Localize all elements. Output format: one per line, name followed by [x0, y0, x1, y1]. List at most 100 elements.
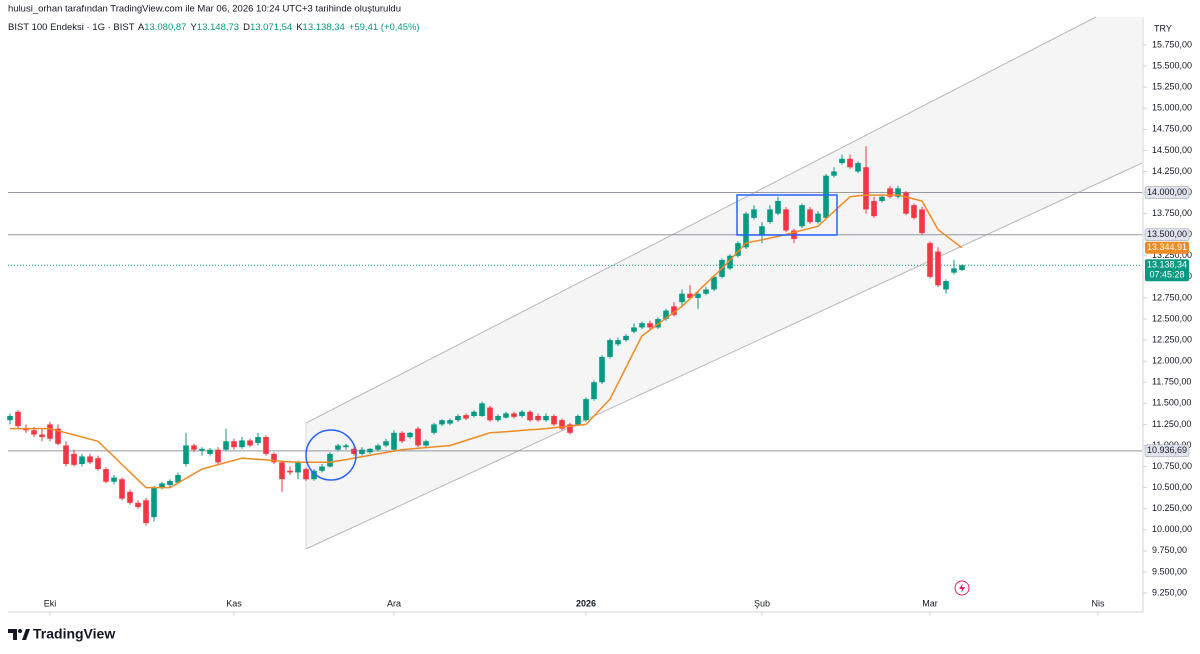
candle-body: [919, 209, 925, 234]
low-label: D: [243, 22, 250, 33]
candle-body: [7, 415, 13, 421]
candle-body: [775, 200, 781, 214]
level-tag: [1144, 444, 1190, 458]
candle-body: [751, 209, 757, 218]
candle-body: [303, 469, 309, 480]
y-tick-label: 14.250,00: [1152, 166, 1192, 176]
candle-body: [343, 445, 349, 448]
candle-body: [679, 293, 685, 303]
candle-body: [23, 428, 29, 431]
candle-body: [511, 413, 517, 417]
candle-body: [279, 462, 285, 480]
candle-body: [823, 175, 829, 218]
candle-body: [615, 340, 621, 345]
x-tick-label: 2026: [576, 598, 596, 608]
candle-body: [687, 293, 693, 298]
candle-body: [951, 268, 957, 273]
level-tag: [1144, 186, 1190, 199]
candle-body: [671, 306, 677, 315]
candle-body: [815, 213, 821, 223]
y-tick-label: 14.750,00: [1152, 124, 1192, 134]
candle-body: [767, 209, 773, 223]
candle-body: [319, 466, 325, 471]
candle-body: [567, 424, 573, 433]
candle-body: [407, 432, 413, 438]
candle-body: [639, 323, 645, 328]
candle-body: [95, 458, 101, 470]
last-price-tag: [1145, 259, 1189, 282]
ma-tag: [1145, 241, 1189, 254]
level-tag-label: 14.000,00: [1147, 187, 1187, 197]
close-label: K: [296, 22, 303, 33]
candle-body: [911, 205, 917, 218]
candle-body: [783, 209, 789, 231]
candle-body: [471, 411, 477, 416]
brand-logo: TradingView: [8, 626, 115, 642]
y-tick-label: 15.250,00: [1152, 82, 1192, 92]
candle-body: [415, 428, 421, 446]
candle-body: [367, 448, 373, 453]
y-tick-label: 12.250,00: [1152, 334, 1192, 344]
candle-body: [559, 420, 565, 429]
author-line: hulusi_orhan tarafından TradingView.com …: [8, 4, 401, 15]
level-tag-label: 10.936,69: [1147, 445, 1187, 455]
logo-dot: [18, 629, 22, 633]
candle-body: [167, 480, 173, 486]
candle-body: [447, 420, 453, 424]
candle-body: [503, 413, 509, 418]
candle-body: [839, 158, 845, 164]
candle-body: [247, 440, 253, 446]
high-value: 13.148,73: [197, 22, 239, 33]
candle-body: [175, 474, 181, 483]
currency[interactable]: TRY: [1154, 23, 1172, 33]
candle-body: [55, 428, 61, 444]
candle-body: [231, 441, 237, 448]
candle-body: [199, 448, 205, 451]
candle-body: [759, 226, 765, 235]
candle-body: [215, 449, 221, 463]
y-tick-label: 11.750,00: [1152, 377, 1191, 387]
overlay: [305, 194, 970, 596]
candle-body: [623, 335, 629, 341]
open-label: A: [138, 22, 145, 33]
x-tick-label: Ara: [387, 598, 401, 608]
candle-body: [831, 171, 837, 176]
candle-body: [327, 453, 333, 467]
candle-body: [863, 167, 869, 210]
symbol-legend: BIST 100 Endeksi · 1G · BIST A13.080,87 Y1…: [8, 22, 420, 33]
candle-body: [887, 188, 893, 197]
candle-body: [927, 243, 933, 277]
event-bolt: [959, 583, 965, 593]
symbol[interactable]: BIST 100 Endeksi · 1G · BIST: [8, 22, 135, 33]
candle-body: [383, 441, 389, 446]
y-tick-label: 14.500,00: [1152, 145, 1192, 155]
candle-body: [807, 209, 813, 223]
y-tick-label: 11.500,00: [1152, 398, 1191, 408]
candle-body: [847, 158, 853, 168]
candle-body: [463, 415, 469, 419]
candle-body: [151, 487, 157, 518]
candle-body: [735, 243, 741, 256]
levels: [8, 192, 1142, 452]
candle-body: [111, 477, 117, 482]
candle-body: [479, 403, 485, 416]
y-tick-label: 12.500,00: [1152, 313, 1192, 323]
last-price-label: 13.138,34: [1147, 260, 1187, 270]
level-tag-label: 13.500,00: [1147, 229, 1187, 239]
y-tick-label: 9.750,00: [1152, 545, 1187, 555]
x-tick-label: Nis: [1092, 598, 1105, 608]
logo-mark: [22, 629, 30, 640]
candle-body: [143, 500, 149, 524]
candle-body: [431, 424, 437, 433]
candle-body: [351, 448, 357, 454]
candle-body: [551, 415, 557, 425]
ma-tag-label: 13.344,91: [1147, 242, 1187, 252]
candle-body: [71, 453, 77, 465]
candle-body: [87, 456, 93, 463]
candle-body: [879, 196, 885, 201]
candle-body: [743, 213, 749, 248]
y-tick-label: 10.000,00: [1152, 524, 1192, 534]
candle-body: [519, 411, 525, 416]
candle-body: [663, 310, 669, 320]
